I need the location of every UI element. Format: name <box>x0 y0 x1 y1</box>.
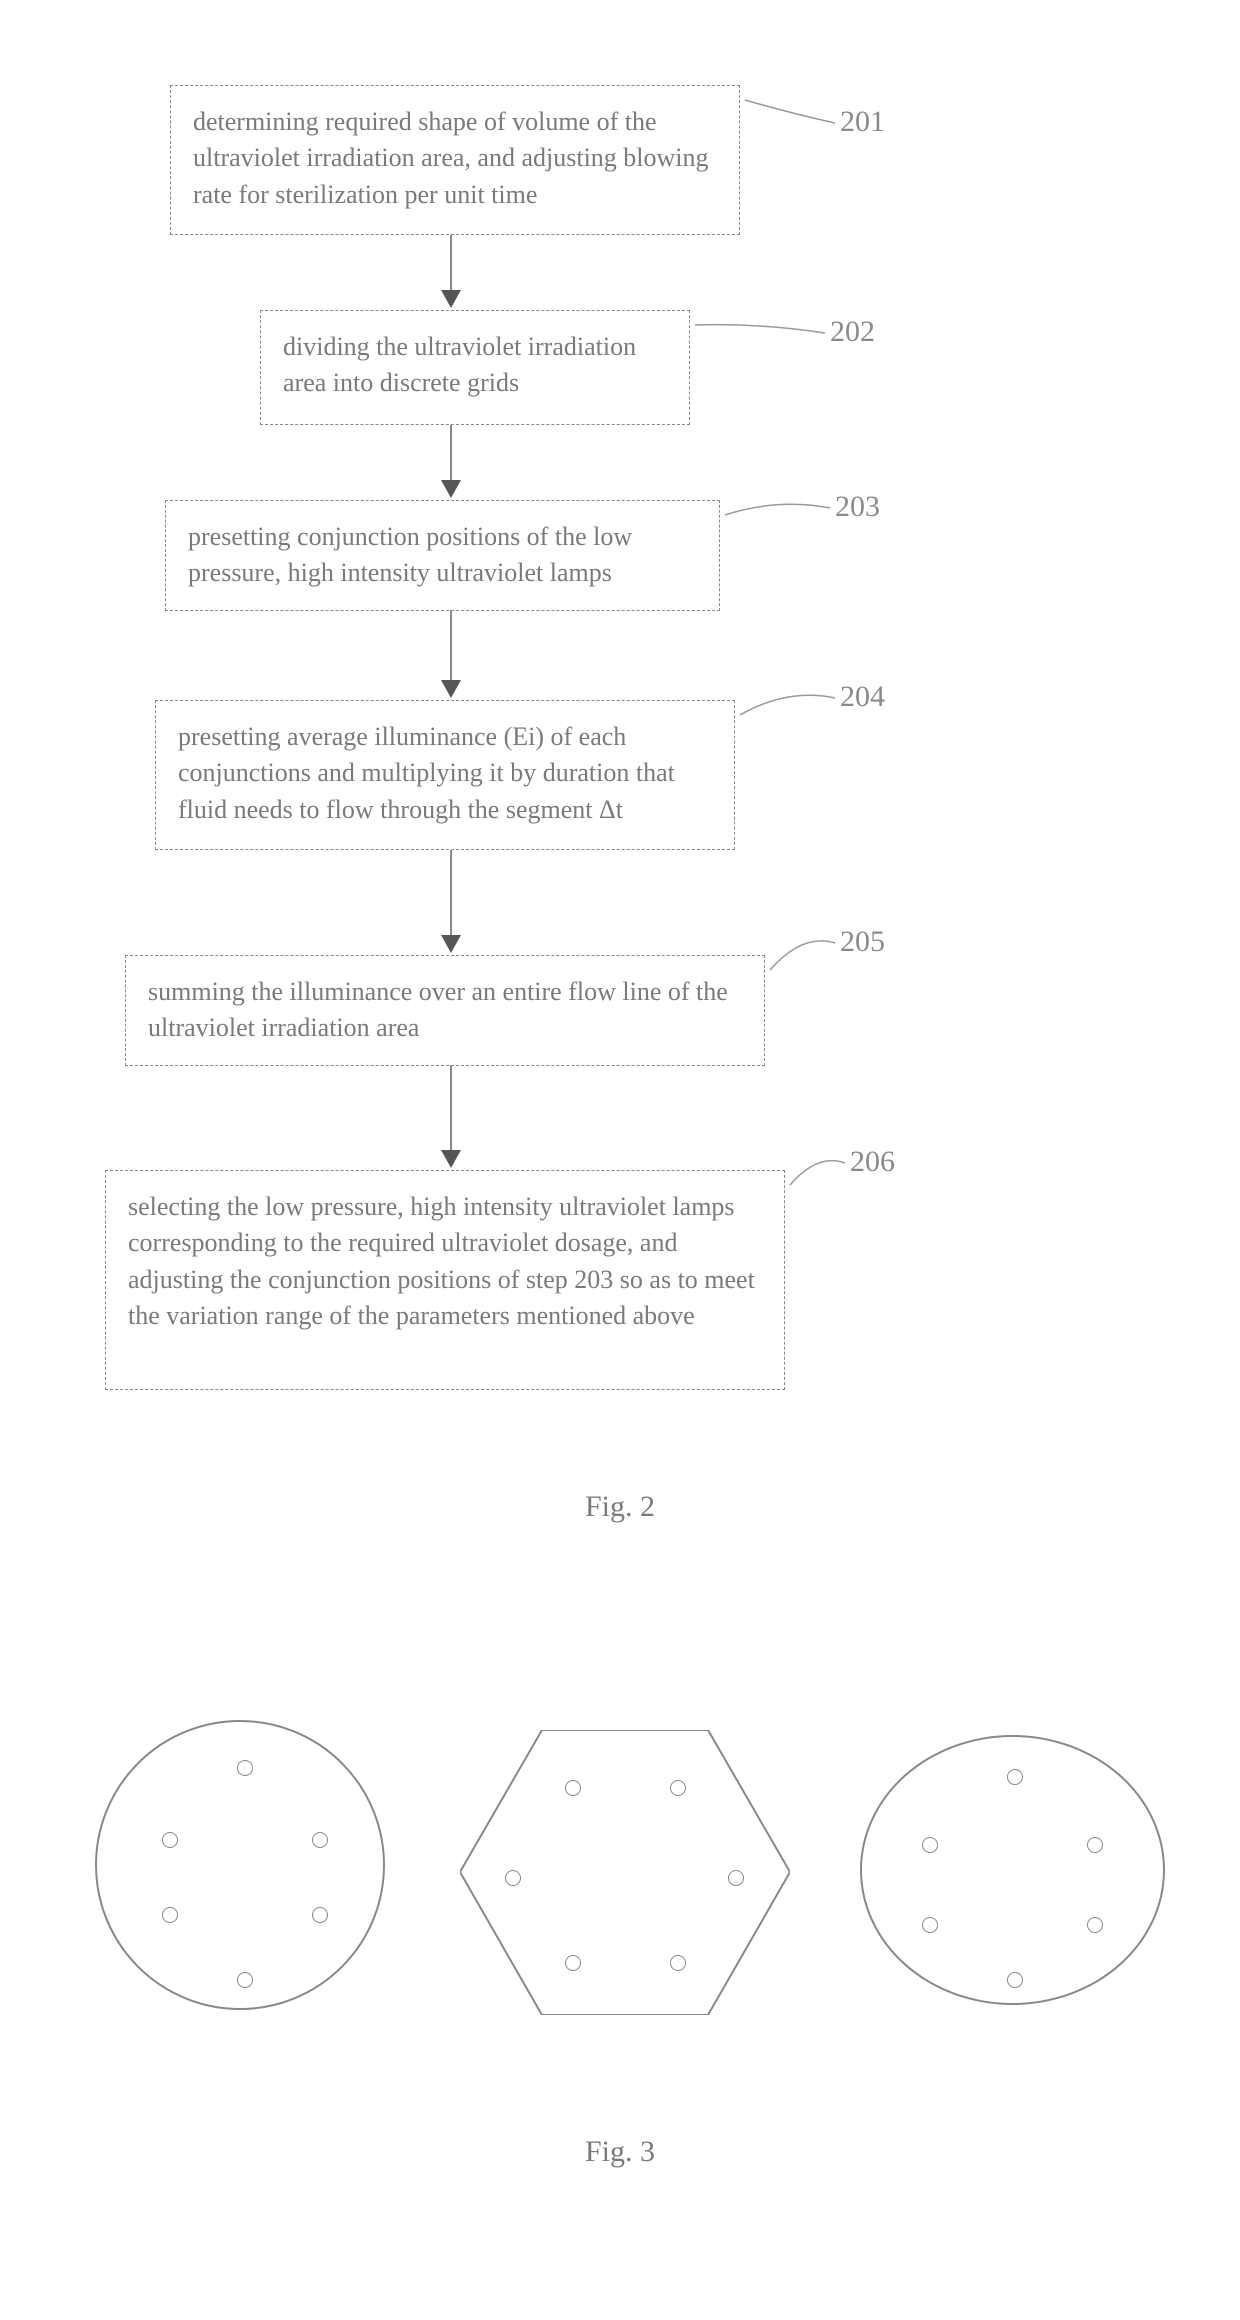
arrow-head-4 <box>441 1150 461 1168</box>
circle-shape <box>95 1720 385 2010</box>
circle-dot-2 <box>312 1832 328 1848</box>
flow-box-206: selecting the low pressure, high intensi… <box>105 1170 785 1390</box>
flow-box-text-203: presetting conjunction positions of the … <box>188 519 697 592</box>
arrow-line-4 <box>450 1065 452 1152</box>
flow-box-205: summing the illuminance over an entire f… <box>125 955 765 1066</box>
arrow-line-3 <box>450 850 452 937</box>
flow-box-text-202: dividing the ultraviolet irradiation are… <box>283 329 667 402</box>
flow-box-text-205: summing the illuminance over an entire f… <box>148 974 742 1047</box>
circle-dot-1 <box>162 1832 178 1848</box>
arrow-line-1 <box>450 425 452 482</box>
flow-box-text-201: determining required shape of volume of … <box>193 104 717 213</box>
hexagon-dot-3 <box>728 1870 744 1886</box>
circle-dot-4 <box>312 1907 328 1923</box>
ellipse-dot-2 <box>1087 1837 1103 1853</box>
hexagon-dot-4 <box>565 1955 581 1971</box>
shapes-container <box>0 1720 1240 2070</box>
step-label-205: 205 <box>840 925 885 959</box>
flow-box-text-204: presetting average illuminance (Ei) of e… <box>178 719 712 828</box>
arrow-line-0 <box>450 235 452 292</box>
flowchart-container: determining required shape of volume of … <box>0 0 1240 80</box>
step-label-204: 204 <box>840 680 885 714</box>
step-label-201: 201 <box>840 105 885 139</box>
step-label-206: 206 <box>850 1145 895 1179</box>
hexagon-dot-5 <box>670 1955 686 1971</box>
figure-2-label: Fig. 2 <box>0 1490 1240 1524</box>
ellipse-dot-1 <box>922 1837 938 1853</box>
circle-dot-5 <box>237 1972 253 1988</box>
ellipse-dot-4 <box>1087 1917 1103 1933</box>
hexagon-shape <box>460 1730 790 2015</box>
arrow-head-2 <box>441 680 461 698</box>
flow-box-202: dividing the ultraviolet irradiation are… <box>260 310 690 425</box>
hexagon-dot-2 <box>505 1870 521 1886</box>
step-label-202: 202 <box>830 315 875 349</box>
circle-dot-3 <box>162 1907 178 1923</box>
hexagon-dot-1 <box>670 1780 686 1796</box>
hexagon-dot-0 <box>565 1780 581 1796</box>
ellipse-shape <box>860 1735 1165 2005</box>
arrow-head-3 <box>441 935 461 953</box>
flow-box-text-206: selecting the low pressure, high intensi… <box>128 1189 762 1335</box>
arrow-head-1 <box>441 480 461 498</box>
ellipse-dot-3 <box>922 1917 938 1933</box>
flow-box-201: determining required shape of volume of … <box>170 85 740 235</box>
flow-box-203: presetting conjunction positions of the … <box>165 500 720 611</box>
step-label-203: 203 <box>835 490 880 524</box>
arrow-line-2 <box>450 610 452 682</box>
figure-3-label: Fig. 3 <box>0 2135 1240 2169</box>
circle-dot-0 <box>237 1760 253 1776</box>
arrow-head-0 <box>441 290 461 308</box>
flow-box-204: presetting average illuminance (Ei) of e… <box>155 700 735 850</box>
ellipse-dot-0 <box>1007 1769 1023 1785</box>
ellipse-dot-5 <box>1007 1972 1023 1988</box>
